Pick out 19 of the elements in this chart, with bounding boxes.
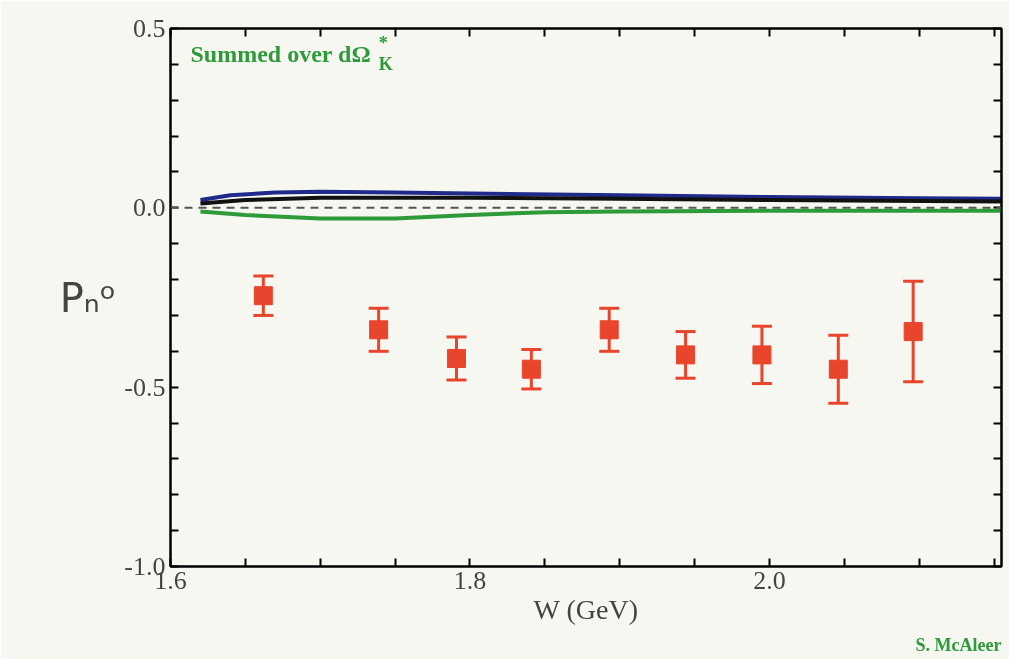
y-tick-label: 0.0 (133, 193, 166, 223)
text: S. McAleer (915, 634, 1002, 655)
point (599, 320, 619, 340)
y-axis-title: Pₙᵒ (59, 274, 117, 321)
point (903, 322, 923, 342)
x-axis-title: W (GeV) (533, 593, 638, 625)
point (521, 359, 541, 379)
point (253, 286, 273, 306)
x-tick-label: 1.8 (453, 565, 487, 595)
x-tick-label: 2.0 (753, 565, 786, 595)
point (752, 345, 772, 365)
point (369, 320, 389, 340)
y-tick-label: -0.5 (124, 372, 166, 402)
line-series (198, 208, 1002, 221)
point (676, 345, 696, 365)
y-tick-label: 0.5 (133, 14, 166, 43)
point (446, 348, 466, 368)
line-series (198, 189, 1002, 202)
point (828, 359, 848, 379)
